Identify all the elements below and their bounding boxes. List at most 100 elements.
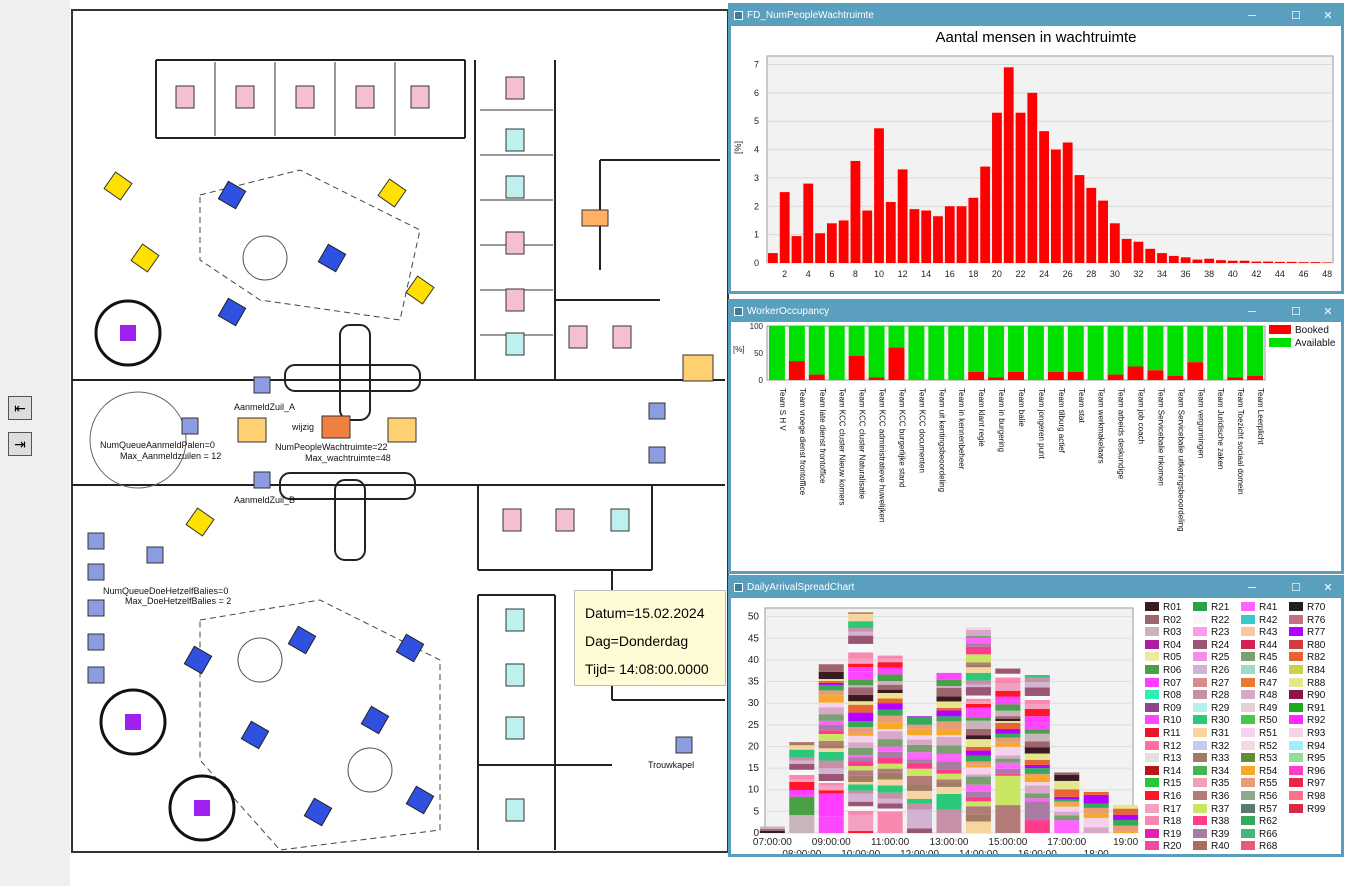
wachtruimte-window[interactable]: FD_NumPeopleWachtruimte ─ ☐ ✕ Aantal men…: [728, 3, 1344, 294]
bar-available: [1087, 326, 1104, 380]
y-tick-label: 0: [759, 376, 764, 385]
arrival-window[interactable]: DailyArrivalSpreadChart ─ ☐ ✕ 0 5 10 15 20 25…: [728, 575, 1344, 857]
legend-label: R07: [1163, 677, 1182, 689]
stack-segment: [965, 755, 991, 762]
x-tick-label: Team S H V: [778, 388, 787, 431]
legend-label: R10: [1163, 715, 1182, 727]
num-people-wacht-label: NumPeopleWachtruimte=22: [275, 442, 388, 452]
bar: [838, 220, 849, 263]
x-tick-label: 19:00: [1113, 837, 1138, 848]
bar: [1180, 257, 1191, 263]
stack-segment: [818, 760, 844, 769]
bar: [1263, 261, 1274, 263]
legend-swatch: [1145, 841, 1159, 851]
legend-item: R62: [1241, 816, 1277, 827]
stack-segment: [965, 801, 991, 807]
close-icon[interactable]: ✕: [1323, 10, 1333, 22]
legend-swatch: [1289, 614, 1303, 624]
desk-icon: [175, 85, 195, 109]
stack-segment: [965, 629, 991, 636]
stack-segment: [936, 710, 962, 717]
desk-icon: [235, 85, 255, 109]
bar: [1298, 262, 1309, 263]
x-tick-label: Team in kennenbeheer: [957, 388, 966, 470]
stack-segment: [907, 728, 933, 736]
stack-segment: [1024, 820, 1050, 833]
legend-item: R27: [1193, 677, 1229, 688]
minimize-icon[interactable]: ─: [1248, 582, 1256, 594]
desk-icon: [194, 800, 210, 816]
minimize-icon[interactable]: ─: [1248, 10, 1256, 22]
legend-swatch: [1289, 728, 1303, 737]
maximize-icon[interactable]: ☐: [1291, 306, 1301, 318]
legend-label: R56: [1259, 791, 1278, 802]
legend-swatch: [1289, 677, 1303, 687]
stack-segment: [1024, 776, 1050, 783]
y-tick-label: 2: [754, 201, 759, 211]
x-tick-label: 20: [992, 269, 1002, 279]
legend-item: R97: [1289, 778, 1325, 789]
bar-booked: [848, 355, 865, 380]
stack-segment: [995, 673, 1021, 678]
x-tick-label: Team jongeren punt: [1037, 388, 1046, 459]
legend-item: R16: [1145, 791, 1181, 802]
arrow-right-button[interactable]: ⇥: [8, 432, 32, 456]
maximize-icon[interactable]: ☐: [1291, 582, 1301, 594]
stack-segment: [1024, 793, 1050, 799]
stack-segment: [789, 779, 815, 782]
occupancy-window[interactable]: WorkerOccupancy ─ ☐ ✕ 0 50 100 [%] Team S H …: [728, 299, 1344, 574]
wachtruimte-titlebar[interactable]: FD_NumPeopleWachtruimte ─ ☐ ✕: [731, 6, 1341, 26]
x-tick-label: Team Toezicht sociaal domein: [1236, 388, 1245, 495]
y-tick-label: 20: [748, 741, 760, 752]
occupancy-titlebar[interactable]: WorkerOccupancy ─ ☐ ✕: [731, 302, 1341, 322]
bar-available: [1147, 326, 1164, 371]
stack-segment: [1054, 772, 1080, 775]
num-queue-aanmeld-label: NumQueueAanmeldPalen=0: [100, 440, 215, 450]
legend-label: R51: [1259, 728, 1278, 739]
stack-segment: [1024, 716, 1050, 723]
bar: [968, 197, 979, 263]
stack-segment: [848, 701, 874, 705]
stack-segment: [877, 751, 903, 758]
legend-item: R25: [1193, 652, 1229, 663]
stack-segment: [965, 776, 991, 785]
stack-segment: [1083, 794, 1109, 804]
legend-swatch: [1193, 728, 1207, 737]
stack-segment: [965, 767, 991, 775]
desk-icon: [405, 275, 435, 305]
legend-item: R18: [1145, 816, 1181, 827]
legend-swatch: [1193, 828, 1207, 838]
minimize-icon[interactable]: ─: [1248, 306, 1256, 318]
stack-segment: [965, 774, 991, 777]
stack-segment: [1024, 708, 1050, 717]
x-tick-label: 11:00:00: [871, 837, 910, 848]
stack-segment: [848, 761, 874, 767]
legend-swatch: [1241, 740, 1255, 750]
legend-item: R20: [1145, 841, 1181, 852]
stack-segment: [1054, 789, 1080, 797]
booth: [168, 774, 236, 842]
stack-segment: [1024, 677, 1050, 683]
stack-segment: [965, 796, 991, 802]
stack-segment: [907, 739, 933, 745]
close-icon[interactable]: ✕: [1323, 582, 1333, 594]
legend-label: R39: [1211, 828, 1230, 840]
stack-segment: [818, 793, 844, 817]
stack-segment: [848, 679, 874, 686]
stack-segment: [759, 828, 785, 831]
bar: [1239, 260, 1250, 263]
arrival-titlebar[interactable]: DailyArrivalSpreadChart ─ ☐ ✕: [731, 578, 1341, 598]
maximize-icon[interactable]: ☐: [1291, 10, 1301, 22]
desk-icon: [505, 128, 525, 152]
bar-available: [908, 326, 925, 380]
legend-label: R92: [1307, 715, 1326, 727]
bar-available: [769, 326, 785, 380]
desk-icon: [505, 175, 525, 199]
arrow-left-button[interactable]: ⇤: [8, 396, 32, 420]
bar: [897, 169, 908, 263]
close-icon[interactable]: ✕: [1323, 306, 1333, 318]
bar-booked: [1147, 370, 1164, 380]
wijzig-label: wijzig: [292, 422, 315, 432]
stack-segment: [848, 784, 874, 791]
stack-segment: [1113, 825, 1139, 832]
